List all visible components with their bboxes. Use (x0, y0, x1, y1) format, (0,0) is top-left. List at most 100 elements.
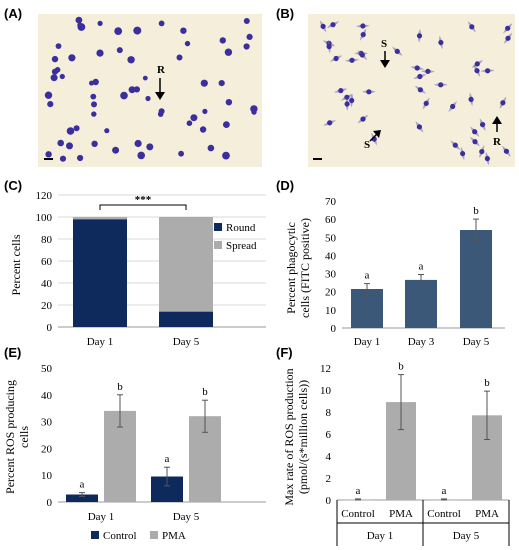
cell-nucleus (505, 35, 511, 41)
cell-nucleus (360, 23, 366, 29)
x-tick-label: Control (427, 508, 461, 520)
cell-nucleus (423, 100, 429, 107)
spread-cell (357, 49, 368, 61)
y-tick-label: 20 (41, 300, 53, 312)
cell-nucleus (503, 148, 509, 154)
cell-nucleus (484, 156, 490, 162)
y-tick-label: 60 (41, 256, 53, 268)
x-tick-label: Day 1 (88, 511, 115, 523)
round-cell (243, 43, 250, 50)
cell-nucleus (360, 116, 366, 122)
round-cell (51, 68, 59, 75)
arrow-head-icon (155, 92, 165, 100)
round-cell (91, 101, 97, 108)
arrow-head-icon (492, 116, 502, 124)
round-cell (91, 140, 98, 147)
x-tick-label: Day 5 (173, 511, 200, 523)
spread-cell (334, 87, 348, 94)
chart-e-yticks: 0 10 20 30 40 50 (41, 363, 53, 509)
round-cell (222, 151, 230, 160)
round-cell (47, 101, 54, 108)
cell-nucleus (480, 121, 486, 128)
round-cell (246, 33, 253, 41)
y-tick-label: 80 (41, 234, 53, 246)
spread-cell (470, 126, 480, 137)
round-cell (134, 139, 142, 148)
round-cell (224, 48, 233, 56)
y-tick-label: 0 (326, 495, 332, 507)
round-cell (90, 93, 97, 100)
arrow-head-icon (373, 130, 381, 138)
round-cell (75, 16, 83, 24)
spread-cell (450, 140, 461, 151)
chart-f-ylabel-line1: Max rate of ROS production (282, 368, 296, 505)
legend-label-round: Round (226, 222, 256, 234)
scale-bar-a (44, 158, 53, 160)
panel-letter-c: (C) (4, 178, 22, 193)
cell-nucleus (479, 149, 485, 155)
spread-cell (349, 93, 355, 108)
round-cell (202, 108, 208, 114)
y-tick-label: 50 (325, 232, 337, 244)
cell-nucleus (472, 129, 478, 135)
spread-cell (361, 89, 376, 95)
y-tick-label: 8 (326, 407, 332, 419)
cell-nucleus (414, 65, 420, 71)
chart-e-bars: a b a b (66, 381, 221, 502)
chart-f-ylabel-line2: (pmol/(s*million cells)) (296, 380, 310, 494)
spread-cell (345, 57, 359, 63)
spread-cell (501, 145, 511, 157)
x-tick-label: PMA (475, 508, 499, 520)
legend-swatch-spread (214, 241, 222, 249)
significance-letter: a (419, 261, 424, 273)
spread-cell (468, 92, 474, 107)
y-tick-label: 50 (41, 363, 53, 375)
y-tick-label: 20 (325, 287, 337, 299)
spread-cell (355, 23, 370, 29)
spread-cell (473, 64, 481, 77)
chart-d-yticks: 0 10 20 30 40 50 60 70 (325, 196, 337, 335)
round-cell (104, 128, 110, 134)
y-tick-label: 6 (326, 429, 332, 441)
cell-nucleus (438, 39, 444, 46)
arrow-head-icon (380, 60, 390, 68)
round-cell (145, 95, 151, 102)
significance-letter: a (165, 453, 170, 465)
x-tick-label: Day 3 (408, 336, 435, 348)
spread-cell (448, 100, 458, 113)
cell-nucleus (460, 151, 466, 157)
round-cell (57, 140, 63, 146)
scale-bar-b (313, 158, 322, 160)
significance-letter: b (473, 205, 479, 217)
micrograph-a-cells (44, 16, 258, 162)
round-cell (251, 109, 257, 115)
micrograph-b-cells (319, 20, 513, 166)
cell-nucleus (359, 52, 365, 58)
significance-letter: b (398, 361, 404, 373)
micrograph-b-label-s2: S (364, 139, 370, 151)
round-cell (77, 22, 83, 28)
round-cell (55, 43, 62, 49)
cell-nucleus (338, 87, 344, 94)
round-cell (186, 120, 193, 126)
spread-cell (503, 32, 513, 44)
round-cell (176, 54, 183, 61)
cell-nucleus (474, 61, 480, 67)
round-cell (112, 146, 120, 154)
round-cell (45, 151, 52, 158)
y-tick-label: 0 (47, 322, 53, 334)
spread-cell (479, 118, 486, 131)
round-cell (142, 75, 148, 81)
round-cell (218, 80, 225, 87)
y-tick-label: 20 (41, 443, 53, 455)
y-tick-label: 100 (36, 212, 53, 224)
chart-e-xlabels: Day 1 Day 5 (88, 511, 200, 523)
round-cell (77, 154, 84, 162)
significance-letter: a (442, 485, 447, 497)
chart-f-yticks: 0 2 4 6 8 10 12 (320, 363, 332, 507)
chart-c-ylabel: Percent cells (9, 234, 23, 295)
y-tick-label: 10 (41, 470, 53, 482)
bar (460, 230, 492, 328)
bar-round (159, 311, 213, 327)
spread-cell (416, 28, 423, 43)
